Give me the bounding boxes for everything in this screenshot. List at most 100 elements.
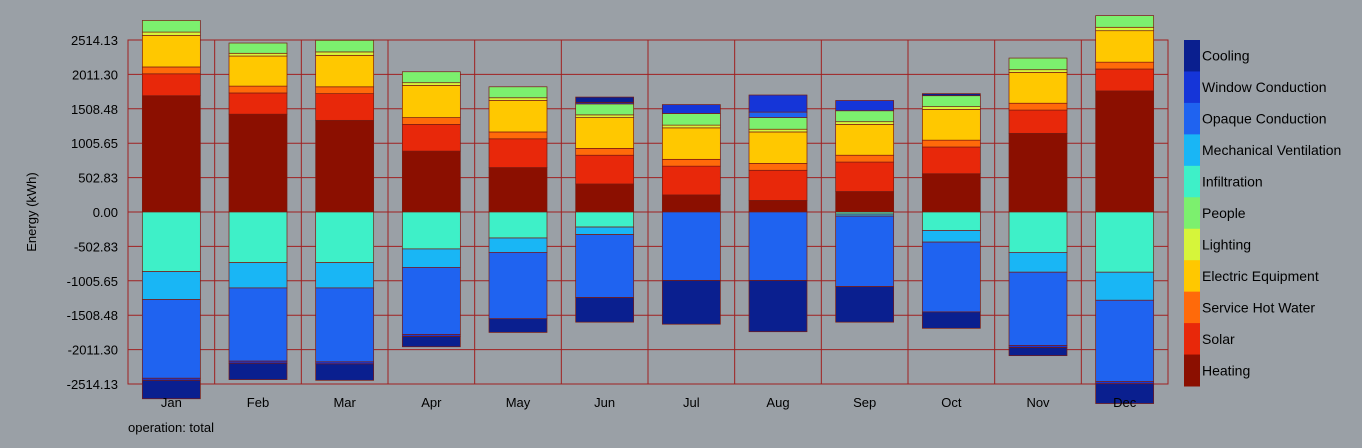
- bar-segment-mechanical-ventilation-dec: [1095, 271, 1155, 301]
- bar-segment-people-mar: [315, 39, 375, 53]
- legend-swatch-opaque-conduction: [1184, 102, 1200, 135]
- x-tick-label-jul: Jul: [683, 395, 700, 410]
- x-tick-label-feb: Feb: [247, 395, 269, 410]
- bar-segment-heating-may: [488, 167, 548, 213]
- bar-segment-service-hot-water-feb: [228, 85, 288, 94]
- bar-segment-solar-aug: [748, 169, 808, 201]
- bar-segment-solar-jun: [575, 154, 635, 185]
- bar-segment-service-hot-water-jan: [141, 66, 201, 75]
- bar-segment-solar-mar: [315, 93, 375, 121]
- bar-segment-mechanical-ventilation-feb: [228, 262, 288, 289]
- bar-segment-mechanical-ventilation-mar: [315, 262, 375, 289]
- bar-segment-cooling-oct: [921, 93, 981, 97]
- bar-segment-heating-jul: [661, 194, 721, 213]
- y-axis-label: Energy (kWh): [24, 172, 39, 251]
- x-tick-label-dec: Dec: [1113, 395, 1137, 410]
- bar-segment-electric-equipment-dec: [1095, 30, 1155, 63]
- bar-segment-people-jan: [141, 20, 201, 33]
- x-tick-label-sep: Sep: [853, 395, 876, 410]
- y-tick-label: -2514.13: [67, 377, 118, 392]
- y-tick-labels: 2514.13 2011.30 1508.48 1005.65 502.83 0.00 -5…: [67, 33, 118, 392]
- bar-segment-infiltration-may: [488, 211, 548, 239]
- bar-segment-service-hot-water-dec: [1095, 61, 1155, 70]
- bar-segment-cooling-sep: [835, 286, 895, 323]
- bar-segment-electric-equipment-aug: [748, 131, 808, 164]
- x-tick-label-jun: Jun: [594, 395, 615, 410]
- bar-segment-opaque-conduction-aug: [748, 211, 808, 281]
- bar-segment-opaque-conduction-oct: [921, 241, 981, 313]
- bar-segment-solar-sep: [835, 161, 895, 192]
- x-tick-label-nov: Nov: [1026, 395, 1050, 410]
- bar-segment-heating-sep: [835, 191, 895, 213]
- legend-swatch-mechanical-ventilation: [1184, 134, 1200, 167]
- y-tick-label: -2011.30: [68, 343, 118, 358]
- bar-segment-lighting-oct: [921, 106, 981, 110]
- bar-segment-lighting-jan: [141, 31, 201, 36]
- bar-segment-people-oct: [921, 95, 981, 107]
- legend-swatch-cooling: [1184, 40, 1200, 72]
- bar-segment-opaque-conduction-mar: [315, 287, 375, 363]
- bar-segment-service-hot-water-mar: [315, 86, 375, 94]
- bars-group: [141, 15, 1155, 404]
- legend-swatch-lighting: [1184, 228, 1200, 261]
- legend-label-people: People: [1202, 205, 1246, 221]
- bar-segment-heating-oct: [921, 173, 981, 213]
- bar-segment-opaque-conduction-jul: [661, 211, 721, 281]
- bar-segment-lighting-feb: [228, 52, 288, 57]
- bar-segment-window-conduction-sep: [835, 100, 895, 112]
- bar-segment-solar-may: [488, 138, 548, 168]
- bar-segment-mechanical-ventilation-nov: [1008, 252, 1068, 273]
- bar-segment-service-hot-water-oct: [921, 139, 981, 148]
- bar-segment-solar-feb: [228, 92, 288, 115]
- y-tick-label: -502.83: [74, 239, 118, 254]
- bar-segment-opaque-conduction-nov: [1008, 271, 1068, 346]
- legend-swatch-service-hot-water: [1184, 291, 1200, 324]
- bar-segment-service-hot-water-jun: [575, 148, 635, 156]
- legend-swatch-solar: [1184, 323, 1200, 356]
- legend-label-service-hot-water: Service Hot Water: [1202, 299, 1315, 315]
- bar-segment-solar-nov: [1008, 109, 1068, 134]
- bar-segment-infiltration-feb: [228, 211, 288, 263]
- legend-label-heating: Heating: [1202, 362, 1250, 378]
- x-tick-label-jan: Jan: [161, 395, 182, 410]
- bar-segment-people-nov: [1008, 57, 1068, 71]
- bar-segment-heating-feb: [228, 113, 288, 213]
- legend-swatch-heating: [1184, 354, 1200, 387]
- legend-label-mechanical-ventilation: Mechanical Ventilation: [1202, 142, 1341, 158]
- legend-swatch-electric-equipment: [1184, 260, 1200, 293]
- legend-swatch-people: [1184, 197, 1200, 230]
- bar-segment-infiltration-jun: [575, 211, 635, 228]
- legend-swatch-window-conduction: [1184, 71, 1200, 104]
- bar-segment-electric-equipment-feb: [228, 55, 288, 87]
- bar-segment-cooling-dec: [1095, 383, 1155, 404]
- bar-segment-solar-dec: [1095, 68, 1155, 92]
- legend-label-window-conduction: Window Conduction: [1202, 79, 1327, 95]
- bar-segment-lighting-sep: [835, 121, 895, 125]
- bar-segment-electric-equipment-nov: [1008, 72, 1068, 104]
- bar-segment-mechanical-ventilation-apr: [401, 248, 461, 268]
- bar-segment-solar-jul: [661, 165, 721, 196]
- bar-segment-electric-equipment-oct: [921, 109, 981, 141]
- y-tick-label: -1508.48: [67, 308, 118, 323]
- legend-label-electric-equipment: Electric Equipment: [1202, 268, 1319, 284]
- bar-segment-cooling-nov: [1008, 347, 1068, 357]
- bar-segment-cooling-aug: [748, 280, 808, 333]
- y-tick-label: 1508.48: [71, 102, 118, 117]
- bar-segment-cooling-jan: [141, 379, 201, 400]
- bar-segment-infiltration-jan: [141, 211, 201, 272]
- y-tick-label: -1005.65: [67, 274, 118, 289]
- bar-segment-lighting-dec: [1095, 26, 1155, 32]
- bar-segment-cooling-jun: [575, 96, 635, 103]
- bar-segment-people-jun: [575, 103, 635, 116]
- bar-segment-lighting-mar: [315, 51, 375, 56]
- bar-segment-service-hot-water-jul: [661, 158, 721, 167]
- y-tick-label: 1005.65: [71, 136, 118, 151]
- legend-label-cooling: Cooling: [1202, 48, 1249, 64]
- bar-segment-opaque-conduction-aug: [748, 111, 808, 118]
- x-tick-label-may: May: [506, 395, 531, 410]
- bar-segment-lighting-jun: [575, 114, 635, 118]
- bar-segment-heating-aug: [748, 200, 808, 213]
- x-tick-label-apr: Apr: [421, 395, 442, 410]
- legend-label-solar: Solar: [1202, 331, 1235, 347]
- bar-segment-heating-nov: [1008, 132, 1068, 213]
